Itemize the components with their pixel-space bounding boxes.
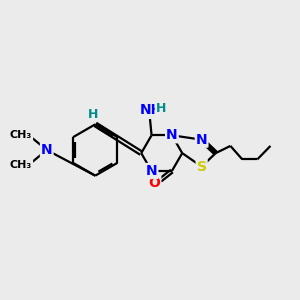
Text: H: H bbox=[88, 108, 98, 121]
Text: NH: NH bbox=[139, 103, 163, 117]
Text: CH₃: CH₃ bbox=[10, 160, 32, 170]
Text: H: H bbox=[156, 102, 166, 115]
Text: N: N bbox=[166, 128, 178, 142]
Text: N: N bbox=[41, 143, 52, 157]
Text: N: N bbox=[196, 133, 207, 147]
Text: O: O bbox=[148, 176, 160, 190]
Text: S: S bbox=[196, 160, 207, 174]
Text: CH₃: CH₃ bbox=[10, 130, 32, 140]
Text: N: N bbox=[146, 164, 158, 178]
